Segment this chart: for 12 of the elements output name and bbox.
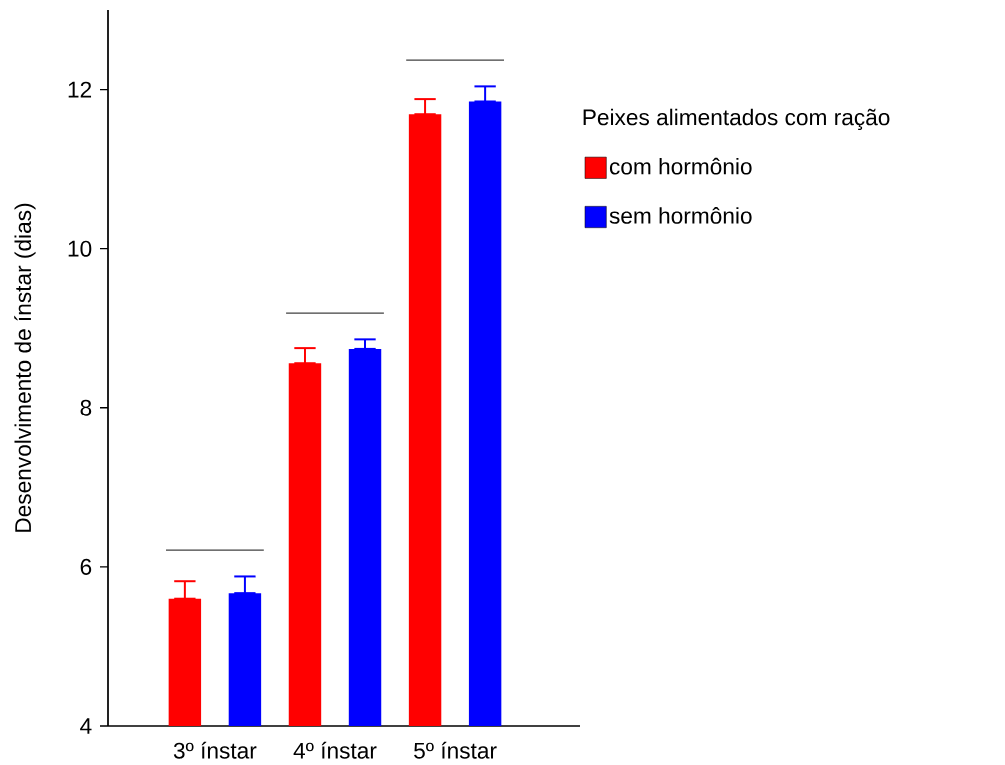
y-tick-label: 10 [68,240,92,257]
legend-label: com hormônio [609,157,752,175]
y-tick-label: 4 [80,718,92,734]
legend-title: Peixes alimentados com ração [583,108,890,130]
y-axis-title: Desenvolvimento de ínstar (dias) [14,203,36,532]
y-tick-label: 8 [80,399,92,416]
y-tick-label: 6 [80,558,92,575]
legend-label: sem hormônio [609,207,752,224]
x-tick-label: 5º ínstar [414,741,497,759]
y-tick-label: 12 [68,81,92,98]
x-tick-label: 3º ínstar [173,741,257,759]
x-tick-label: 4º ínstar [293,741,377,759]
